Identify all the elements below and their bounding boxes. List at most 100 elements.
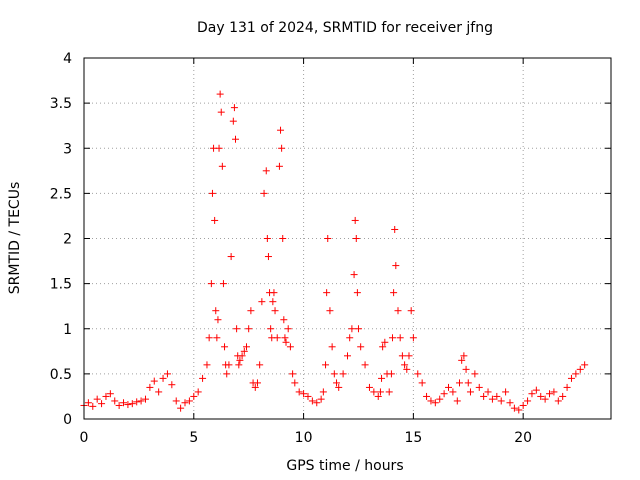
data-point	[253, 379, 261, 387]
data-point	[488, 395, 496, 403]
data-point	[352, 235, 360, 242]
data-point	[333, 379, 341, 387]
data-point	[229, 117, 237, 125]
data-point	[218, 162, 226, 170]
data-point	[484, 388, 492, 396]
data-point	[102, 392, 110, 400]
data-point	[385, 388, 393, 396]
data-point	[235, 361, 243, 369]
data-point	[351, 216, 359, 224]
data-point	[455, 379, 463, 387]
data-point	[269, 298, 277, 306]
y-tick-label: 0.5	[50, 367, 72, 383]
data-point	[409, 334, 417, 342]
data-point	[392, 262, 400, 270]
data-point	[510, 404, 518, 412]
data-point	[208, 189, 216, 197]
data-point	[223, 370, 231, 378]
data-point	[225, 361, 233, 369]
data-point	[475, 383, 483, 391]
y-tick-label: 2.5	[50, 186, 72, 202]
data-point	[532, 386, 540, 394]
data-point	[453, 397, 461, 405]
data-point	[376, 388, 384, 396]
data-point	[279, 235, 287, 242]
data-point	[466, 388, 474, 396]
data-point	[401, 361, 409, 369]
data-point	[458, 356, 466, 364]
data-point	[381, 338, 389, 346]
data-point	[322, 361, 330, 369]
x-tick-labels: 0 5 10 15 20	[80, 430, 533, 446]
data-point	[541, 395, 549, 403]
data-point	[240, 347, 248, 355]
data-point	[497, 397, 505, 405]
data-point	[242, 343, 250, 351]
data-point	[199, 374, 207, 382]
data-point	[150, 377, 158, 385]
data-point	[84, 399, 92, 407]
data-point	[270, 289, 278, 297]
data-point	[317, 395, 325, 403]
x-axis-label: GPS time / hours	[286, 458, 403, 474]
data-point	[227, 253, 235, 261]
y-axis-label: SRMTID / TECUs	[7, 182, 23, 295]
data-point	[550, 388, 558, 396]
data-point	[273, 334, 281, 342]
data-point	[258, 298, 266, 306]
x-tick-label: 0	[80, 430, 89, 446]
data-point	[559, 392, 567, 400]
data-point	[344, 352, 351, 360]
data-point	[262, 167, 270, 175]
data-point	[124, 401, 132, 409]
data-point	[214, 316, 222, 324]
data-point	[207, 280, 215, 288]
data-point	[313, 399, 321, 407]
data-point	[471, 370, 479, 378]
data-point	[286, 343, 294, 351]
data-point	[289, 370, 297, 378]
data-point	[354, 325, 362, 333]
data-point	[319, 388, 327, 396]
data-point	[203, 361, 211, 369]
data-point	[403, 365, 411, 373]
data-point	[212, 307, 220, 315]
data-point	[330, 370, 338, 378]
data-point	[398, 352, 406, 360]
data-point	[216, 90, 224, 98]
data-point	[493, 392, 501, 400]
data-point	[233, 325, 241, 333]
data-point	[219, 280, 227, 288]
data-point	[232, 135, 240, 143]
data-point	[271, 307, 279, 315]
data-point	[275, 162, 283, 170]
data-point	[414, 370, 422, 378]
data-point	[247, 307, 255, 315]
data-point	[370, 388, 378, 396]
data-point	[563, 383, 571, 391]
data-point	[464, 379, 472, 387]
data-point	[524, 397, 532, 405]
data-point	[141, 395, 149, 403]
data-point	[348, 325, 356, 333]
data-point	[391, 225, 399, 233]
data-point	[93, 395, 101, 403]
x-tick-label: 5	[189, 430, 198, 446]
data-point	[350, 271, 358, 279]
data-point	[236, 356, 244, 364]
chart-title: Day 131 of 2024, SRMTID for receiver jfn…	[197, 20, 493, 36]
data-point	[263, 235, 271, 242]
data-point	[245, 325, 253, 333]
data-point	[462, 365, 470, 373]
data-point	[387, 370, 395, 378]
data-point	[185, 397, 193, 405]
data-point	[390, 289, 398, 297]
data-point	[215, 144, 223, 152]
y-tick-label: 3	[63, 141, 72, 157]
data-point	[572, 370, 580, 378]
data-point	[440, 390, 448, 398]
data-point	[146, 383, 154, 391]
data-point	[155, 388, 163, 396]
y-tick-label: 1.5	[50, 277, 72, 293]
